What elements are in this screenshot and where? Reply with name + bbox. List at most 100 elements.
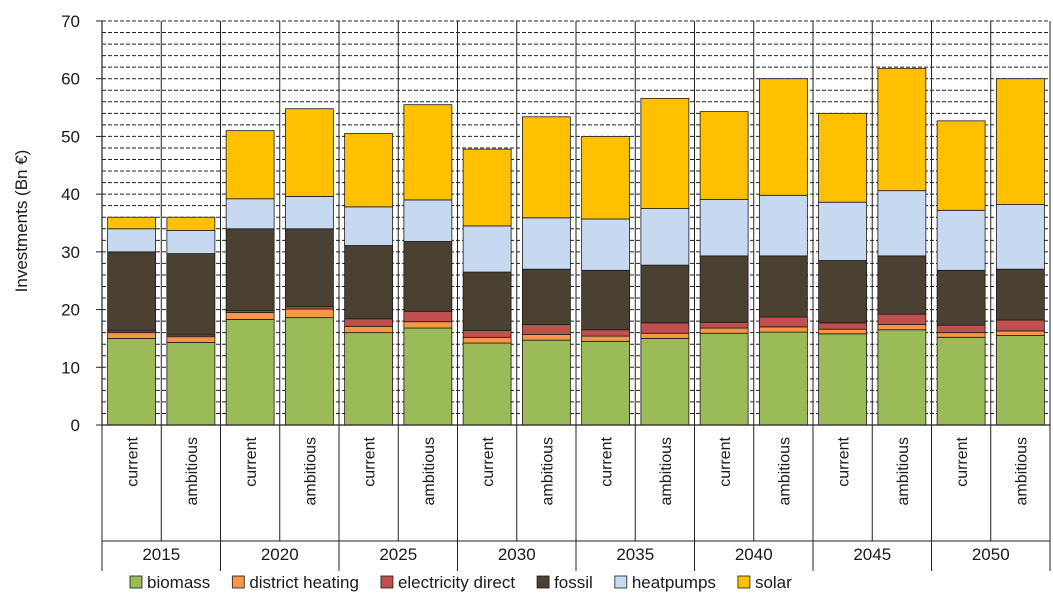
bar-segment-biomass — [936, 336, 986, 426]
bar-segment-district-heating — [284, 308, 334, 319]
bar-segment-heatpumps — [284, 196, 334, 230]
x-group-label: 2050 — [972, 545, 1010, 564]
x-category-label: current — [599, 436, 616, 486]
legend-label: district heating — [249, 573, 359, 592]
x-category-label: ambitious — [302, 437, 319, 505]
legend-swatch — [231, 575, 245, 589]
y-tick-label: 70 — [61, 12, 80, 31]
bar-segment-heatpumps — [818, 201, 868, 261]
bar-segment-biomass — [877, 329, 927, 426]
bar-segment-heatpumps — [699, 198, 749, 257]
bar-segment-biomass — [521, 339, 571, 426]
bar-segment-fossil — [699, 255, 749, 323]
bar-segment-heatpumps — [462, 225, 512, 273]
bar-segment-fossil — [877, 255, 927, 315]
bar-segment-district-heating — [995, 330, 1045, 336]
bar-segment-fossil — [936, 269, 986, 326]
bar-segment-district-heating — [403, 321, 453, 329]
bar-segment-solar — [818, 112, 868, 203]
x-category-label: ambitious — [539, 437, 556, 505]
bar-segment-district-heating — [640, 332, 690, 339]
x-category-label: ambitious — [1013, 437, 1030, 505]
x-category-label: ambitious — [658, 437, 675, 505]
bar-segment-district-heating — [877, 324, 927, 331]
bar-segment-biomass — [403, 327, 453, 426]
bar-segment-district-heating — [107, 332, 157, 339]
y-tick-label: 30 — [61, 243, 80, 262]
y-axis-title: Investments (Bn €) — [12, 150, 31, 293]
bar-segment-solar — [640, 97, 690, 209]
bar-segment-biomass — [225, 318, 275, 426]
bar-segment-fossil — [581, 269, 631, 331]
bar-segment-electricity-direct — [818, 322, 868, 330]
y-tick-label: 40 — [61, 185, 80, 204]
bar-segment-solar — [107, 216, 157, 230]
legend-label: solar — [755, 573, 792, 592]
bar-segment-electricity-direct — [344, 318, 394, 327]
bar-segment-district-heating — [581, 335, 631, 342]
x-group-label: 2040 — [735, 545, 773, 564]
x-category-label: current — [836, 436, 853, 486]
bar-segment-biomass — [107, 338, 157, 426]
bar-segment-electricity-direct — [699, 321, 749, 329]
bar-segment-fossil — [521, 268, 571, 325]
bar-segment-fossil — [344, 245, 394, 320]
legend-swatch — [737, 575, 751, 589]
bar-segment-fossil — [995, 268, 1045, 321]
bar-segment-biomass — [699, 332, 749, 426]
bar-segment-biomass — [581, 340, 631, 426]
legend-label: electricity direct — [398, 573, 515, 592]
x-group-label: 2020 — [261, 545, 299, 564]
bar-segment-district-heating — [936, 332, 986, 338]
bar-segment-electricity-direct — [581, 329, 631, 337]
x-group-label: 2045 — [853, 545, 891, 564]
bar-segment-fossil — [640, 264, 690, 324]
legend-label: fossil — [554, 573, 593, 592]
bar-segment-electricity-direct — [995, 319, 1045, 332]
bar-segment-fossil — [107, 251, 157, 332]
bar-segment-solar — [936, 120, 986, 211]
bar-segment-district-heating — [225, 312, 275, 320]
bar-segment-electricity-direct — [462, 329, 512, 338]
bar-segment-solar — [344, 133, 394, 208]
bar-segment-solar — [521, 116, 571, 219]
x-group-label: 2035 — [616, 545, 654, 564]
bar-segment-fossil — [758, 255, 808, 318]
y-tick-label: 50 — [61, 127, 80, 146]
bar-segment-heatpumps — [225, 198, 275, 230]
bar-segment-biomass — [344, 332, 394, 426]
bar-segment-district-heating — [462, 336, 512, 344]
bar-segment-solar — [225, 130, 275, 200]
bar-segment-electricity-direct — [877, 313, 927, 325]
x-category-label: ambitious — [184, 437, 201, 505]
bar-segment-district-heating — [758, 326, 808, 333]
bar-segment-solar — [462, 148, 512, 227]
bar-segment-fossil — [225, 228, 275, 312]
x-category-label: current — [717, 436, 734, 486]
bar-segment-solar — [699, 111, 749, 200]
x-category-label: current — [125, 436, 142, 486]
bar-segment-heatpumps — [344, 206, 394, 246]
bar-segment-fossil — [284, 228, 334, 308]
x-group-label: 2015 — [142, 545, 180, 564]
bar-segment-biomass — [284, 317, 334, 426]
bar-segment-biomass — [640, 338, 690, 426]
bar-segment-fossil — [462, 271, 512, 331]
bar-segment-biomass — [166, 342, 216, 426]
bar-segment-district-heating — [699, 327, 749, 334]
bar-segment-electricity-direct — [521, 324, 571, 335]
bar-segment-heatpumps — [166, 230, 216, 254]
x-category-label: current — [954, 436, 971, 486]
legend-swatch — [129, 575, 143, 589]
bar-segment-electricity-direct — [640, 322, 690, 334]
legend-swatch — [614, 575, 628, 589]
legend-swatch — [380, 575, 394, 589]
legend: biomass district heating electricity direc… — [129, 573, 792, 592]
bar-segment-district-heating — [521, 333, 571, 341]
bar-segment-heatpumps — [581, 218, 631, 271]
bars — [107, 67, 1045, 426]
bar-segment-fossil — [166, 253, 216, 336]
x-category-label: current — [480, 436, 497, 486]
